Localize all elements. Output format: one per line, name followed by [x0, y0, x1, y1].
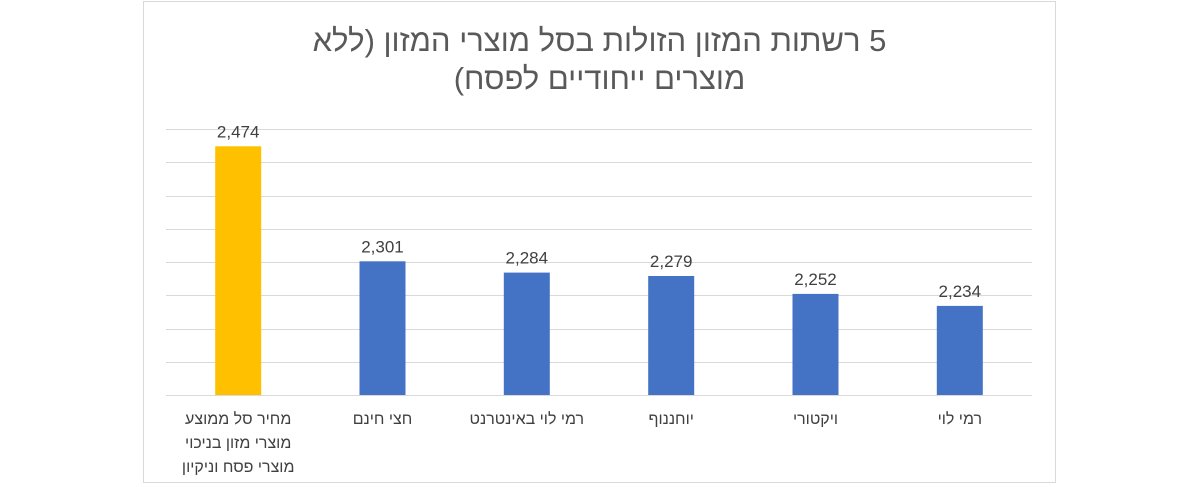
category-label-line: רמי לוי באינטרנט [469, 411, 585, 428]
category-label-line: חצי חינם [352, 411, 413, 428]
category-label-5: מחיר סל ממוצע מוצרי מזון בניכוי מוצרי פסח … [168, 408, 308, 480]
chart-title-line-2: מוצרים ייחודיים לפסח) [453, 61, 746, 96]
bar-4 [359, 261, 406, 395]
category-label-4: חצי חינם [313, 408, 453, 432]
data-label-2: 2,279 [650, 252, 693, 271]
chart-title: 5 רשתות המזון הזולות בסל מוצרי המזון (לל… [143, 22, 1056, 98]
bar-1 [792, 293, 839, 395]
category-label-1: ויקטורי [746, 408, 886, 432]
category-label-3: רמי לוי באינטרנט [457, 408, 597, 432]
category-label-0: רמי לוי [890, 408, 1030, 432]
chart-title-line-1: 5 רשתות המזון הזולות בסל מוצרי המזון (לל… [312, 23, 887, 58]
chart-frame [143, 1, 1056, 483]
bar-0 [936, 305, 983, 395]
category-label-2: יוחננוף [601, 408, 741, 432]
data-label-1: 2,252 [794, 270, 837, 289]
data-label-5: 2,474 [217, 122, 260, 141]
category-label-line: רמי לוי [937, 411, 983, 428]
bar-5 [215, 146, 262, 395]
gridlines [166, 129, 1032, 396]
category-label-line: מחיר סל ממוצע [185, 411, 292, 428]
data-label-4: 2,301 [361, 237, 404, 256]
bar-2 [648, 276, 695, 395]
category-label-line: מוצרי פסח וניקיון [181, 459, 295, 476]
bars [215, 146, 983, 395]
data-labels: 2,234 2,252 2,279 2,284 2,301 2,474 [217, 122, 981, 301]
data-label-0: 2,234 [939, 282, 982, 301]
category-label-line: ויקטורי [792, 411, 839, 428]
category-label-line: מוצרי מזון בניכוי [185, 435, 292, 452]
bar-3 [503, 272, 550, 395]
data-label-3: 2,284 [506, 249, 549, 268]
category-label-line: יוחננוף [648, 411, 694, 428]
